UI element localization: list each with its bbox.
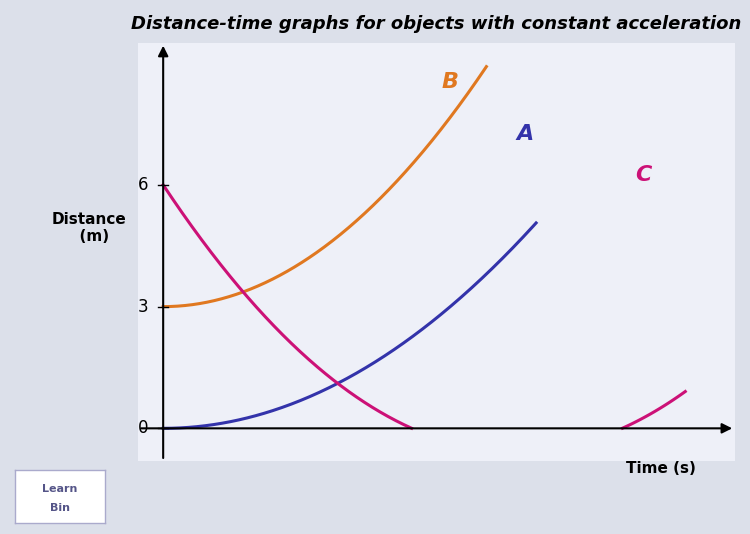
Text: Bin: Bin: [50, 504, 70, 513]
Text: Time (s): Time (s): [626, 461, 695, 476]
Text: 3: 3: [138, 297, 148, 316]
Title: Distance-time graphs for objects with constant acceleration: Distance-time graphs for objects with co…: [131, 15, 742, 33]
Text: Distance
  (m): Distance (m): [51, 211, 126, 244]
Text: 0: 0: [138, 419, 148, 437]
Text: Learn: Learn: [42, 484, 78, 493]
Text: B: B: [442, 72, 459, 91]
Text: A: A: [516, 124, 533, 144]
Text: C: C: [635, 165, 652, 185]
Text: 6: 6: [138, 176, 148, 194]
